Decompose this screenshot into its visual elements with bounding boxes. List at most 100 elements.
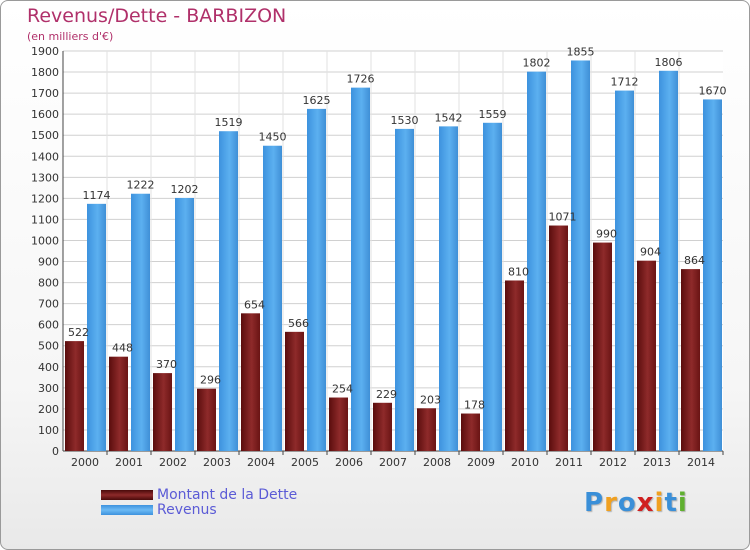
data-label-revenus: 1806 (655, 56, 683, 69)
x-tick-label: 2009 (467, 456, 495, 469)
data-label-revenus: 1174 (83, 189, 111, 202)
chart-subtitle: (en milliers d'€) (27, 30, 114, 43)
y-tick-label: 1000 (31, 234, 59, 247)
y-tick-label: 1400 (31, 150, 59, 163)
y-tick-label: 500 (38, 340, 59, 353)
x-tick-label: 2003 (203, 456, 231, 469)
bar-revenus (131, 193, 150, 451)
x-tick-label: 2011 (555, 456, 583, 469)
bar-dette (109, 356, 128, 451)
chart-title: Revenus/Dette - BARBIZON (27, 5, 287, 27)
bar-dette (285, 331, 304, 451)
data-label-revenus: 1519 (215, 116, 243, 129)
bar-revenus (307, 108, 326, 451)
bar-revenus (351, 87, 370, 451)
data-label-dette: 990 (596, 228, 617, 241)
y-tick-label: 1300 (31, 171, 59, 184)
bar-revenus (659, 70, 678, 451)
data-label-revenus: 1222 (127, 179, 155, 192)
data-label-revenus: 1712 (611, 76, 639, 89)
bar-dette (417, 408, 436, 451)
data-label-dette: 178 (464, 399, 485, 412)
x-tick-label: 2007 (379, 456, 407, 469)
y-tick-label: 1900 (31, 45, 59, 58)
data-label-dette: 296 (200, 374, 221, 387)
bar-revenus (483, 122, 502, 451)
bar-dette (65, 341, 84, 451)
logo-letter: x (636, 488, 655, 518)
y-tick-label: 1600 (31, 108, 59, 121)
y-tick-label: 900 (38, 256, 59, 269)
bar-dette (549, 225, 568, 451)
logo-letter: t (664, 488, 678, 518)
x-tick-label: 2002 (159, 456, 187, 469)
bar-revenus (87, 203, 106, 451)
data-label-revenus: 1802 (523, 57, 551, 70)
y-tick-label: 300 (38, 382, 59, 395)
y-tick-label: 400 (38, 361, 59, 374)
bar-dette (197, 388, 216, 451)
x-tick-label: 2008 (423, 456, 451, 469)
y-tick-label: 1800 (31, 66, 59, 79)
logo-letter: o (617, 488, 637, 518)
bar-dette (593, 242, 612, 451)
data-label-revenus: 1202 (171, 183, 199, 196)
bar-dette (505, 280, 524, 451)
proxiti-logo: Proxiti (584, 488, 688, 518)
data-label-revenus: 1670 (699, 84, 727, 97)
data-label-dette: 522 (68, 326, 89, 339)
y-tick-label: 1200 (31, 192, 59, 205)
logo-letter: P (584, 488, 605, 518)
y-tick-label: 600 (38, 319, 59, 332)
data-label-dette: 229 (376, 388, 397, 401)
data-label-dette: 370 (156, 358, 177, 371)
legend-swatch-revenus (101, 505, 153, 515)
y-tick-label: 700 (38, 298, 59, 311)
legend-label-dette: Montant de la Dette (157, 487, 298, 503)
data-label-dette: 864 (684, 254, 705, 267)
data-label-dette: 654 (244, 298, 265, 311)
logo-letter: i (677, 488, 688, 518)
plot-area (63, 51, 723, 451)
x-tick-label: 2001 (115, 456, 143, 469)
bar-revenus (527, 71, 546, 451)
bar-revenus (703, 99, 722, 451)
bar-dette (329, 397, 348, 451)
y-tick-label: 1500 (31, 129, 59, 142)
bar-revenus (175, 197, 194, 451)
x-tick-label: 2004 (247, 456, 275, 469)
bar-dette (241, 313, 260, 451)
logo-letter: r (604, 488, 618, 518)
x-tick-label: 2014 (687, 456, 715, 469)
y-tick-label: 1700 (31, 87, 59, 100)
data-label-dette: 203 (420, 393, 441, 406)
data-label-revenus: 1530 (391, 114, 419, 127)
bar-dette (681, 269, 700, 451)
y-tick-label: 100 (38, 424, 59, 437)
bar-revenus (219, 131, 238, 452)
data-label-revenus: 1625 (303, 94, 331, 107)
bar-dette (637, 260, 656, 451)
bar-revenus (439, 126, 458, 452)
bar-dette (373, 402, 392, 451)
y-tick-label: 200 (38, 403, 59, 416)
legend-label-revenus: Revenus (157, 502, 217, 518)
data-label-revenus: 1855 (567, 45, 595, 58)
data-label-revenus: 1726 (347, 73, 375, 86)
data-label-revenus: 1542 (435, 111, 463, 124)
bar-revenus (615, 90, 634, 451)
bar-revenus (395, 128, 414, 451)
y-tick-label: 0 (52, 445, 59, 458)
data-label-dette: 810 (508, 265, 529, 278)
data-label-dette: 254 (332, 383, 353, 396)
data-label-revenus: 1450 (259, 131, 287, 144)
x-tick-label: 2005 (291, 456, 319, 469)
x-tick-label: 2012 (599, 456, 627, 469)
bar-revenus (571, 60, 590, 451)
data-label-dette: 904 (640, 246, 661, 259)
data-label-dette: 566 (288, 317, 309, 330)
data-label-revenus: 1559 (479, 108, 507, 121)
legend-swatch-dette (101, 490, 153, 500)
